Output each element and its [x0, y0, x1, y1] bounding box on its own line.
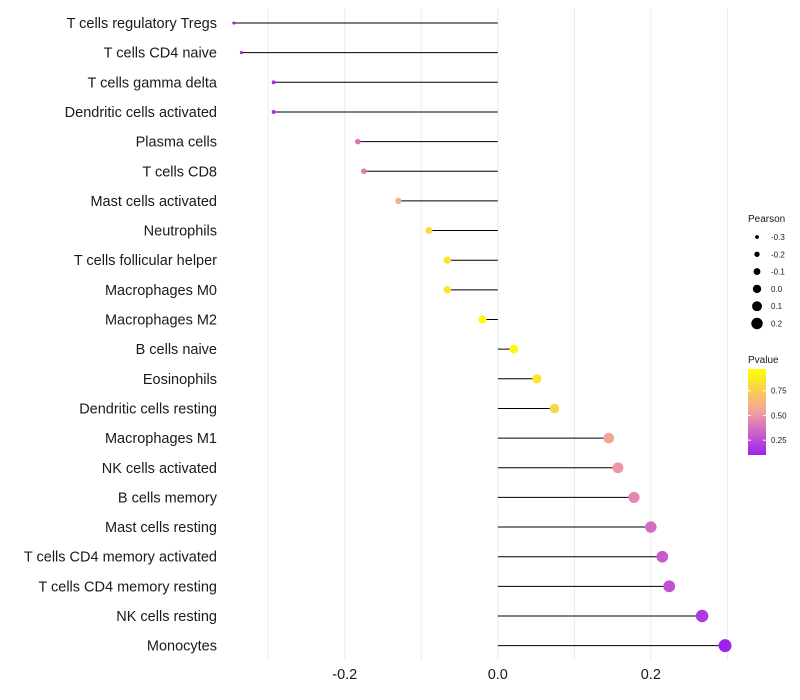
- category-label: Macrophages M0: [105, 283, 217, 299]
- size-legend-label: 0.0: [771, 285, 783, 294]
- color-legend-label: 0.75: [771, 387, 787, 396]
- dot-3: [271, 110, 276, 114]
- dot-2: [271, 80, 276, 85]
- size-legend-key: [753, 268, 761, 276]
- category-label: Monocytes: [147, 639, 217, 655]
- dot-7: [425, 227, 433, 235]
- dot-19: [663, 580, 676, 593]
- size-legend-label: -0.2: [771, 250, 785, 259]
- color-legend-label: 0.25: [771, 436, 787, 445]
- category-label: T cells follicular helper: [74, 253, 217, 269]
- category-label: B cells naive: [136, 342, 217, 358]
- category-label: Neutrophils: [144, 224, 217, 240]
- dot-15: [612, 462, 624, 474]
- size-legend: Pearson -0.3 -0.2 -0.1 0.0 0.1 0.2: [748, 214, 785, 330]
- dot-10: [478, 315, 487, 324]
- dot-17: [645, 521, 657, 533]
- category-label: T cells CD4 naive: [104, 46, 217, 62]
- category-label: NK cells activated: [102, 461, 217, 477]
- size-legend-label: 0.2: [771, 320, 783, 329]
- dot-20: [695, 609, 709, 623]
- category-label: Mast cells resting: [105, 520, 217, 536]
- size-legend-key: [752, 284, 762, 294]
- dot-6: [395, 197, 402, 205]
- category-label: B cells memory: [118, 490, 218, 506]
- color-legend: Pvalue 0.25 0.50 0.75: [748, 355, 787, 455]
- dot-11: [509, 344, 519, 354]
- color-legend-label: 0.50: [771, 411, 787, 420]
- color-legend-bar: [748, 369, 766, 455]
- category-label: T cells CD4 memory resting: [38, 579, 217, 595]
- x-tick-label: 0.0: [488, 667, 508, 683]
- size-legend-label: -0.1: [771, 268, 785, 277]
- category-label: T cells CD4 memory activated: [24, 550, 217, 566]
- size-legend-key: [752, 301, 762, 312]
- size-legend-label: -0.3: [771, 233, 785, 242]
- lollipop-dots: [232, 21, 732, 653]
- size-legend-title: Pearson: [748, 214, 785, 225]
- dot-1: [239, 51, 244, 55]
- category-label: Eosinophils: [143, 372, 217, 388]
- dot-4: [354, 138, 361, 145]
- category-label: Dendritic cells resting: [79, 401, 217, 417]
- dot-0: [232, 21, 236, 25]
- category-label: NK cells resting: [116, 609, 217, 625]
- category-label: Mast cells activated: [90, 194, 217, 210]
- x-tick-label: -0.2: [332, 667, 357, 683]
- dot-13: [549, 403, 560, 414]
- dot-14: [603, 432, 615, 444]
- category-label: Plasma cells: [136, 135, 217, 151]
- category-label: Dendritic cells activated: [65, 105, 217, 121]
- dot-16: [628, 491, 640, 503]
- dot-21: [718, 639, 732, 653]
- x-tick-label: 0.2: [641, 667, 661, 683]
- grid-lines: [267, 8, 728, 660]
- size-legend-key: [755, 235, 759, 239]
- dot-12: [532, 374, 542, 384]
- x-axis-ticks: -0.2 0.0 0.2: [332, 667, 661, 683]
- dot-5: [361, 168, 367, 175]
- category-label: Macrophages M1: [105, 431, 217, 447]
- size-legend-label: 0.1: [771, 302, 783, 311]
- dot-8: [443, 256, 451, 264]
- category-label: Macrophages M2: [105, 313, 217, 329]
- category-labels: T cells regulatory Tregs T cells CD4 naiv…: [24, 16, 218, 655]
- category-label: T cells gamma delta: [88, 75, 218, 91]
- dot-9: [443, 286, 451, 294]
- color-legend-title: Pvalue: [748, 355, 779, 366]
- category-label: T cells CD8: [142, 164, 217, 180]
- lollipop-stems: [233, 22, 726, 647]
- category-label: T cells regulatory Tregs: [67, 16, 217, 32]
- size-legend-key: [751, 317, 763, 330]
- size-legend-key: [754, 251, 760, 257]
- dot-18: [656, 550, 669, 563]
